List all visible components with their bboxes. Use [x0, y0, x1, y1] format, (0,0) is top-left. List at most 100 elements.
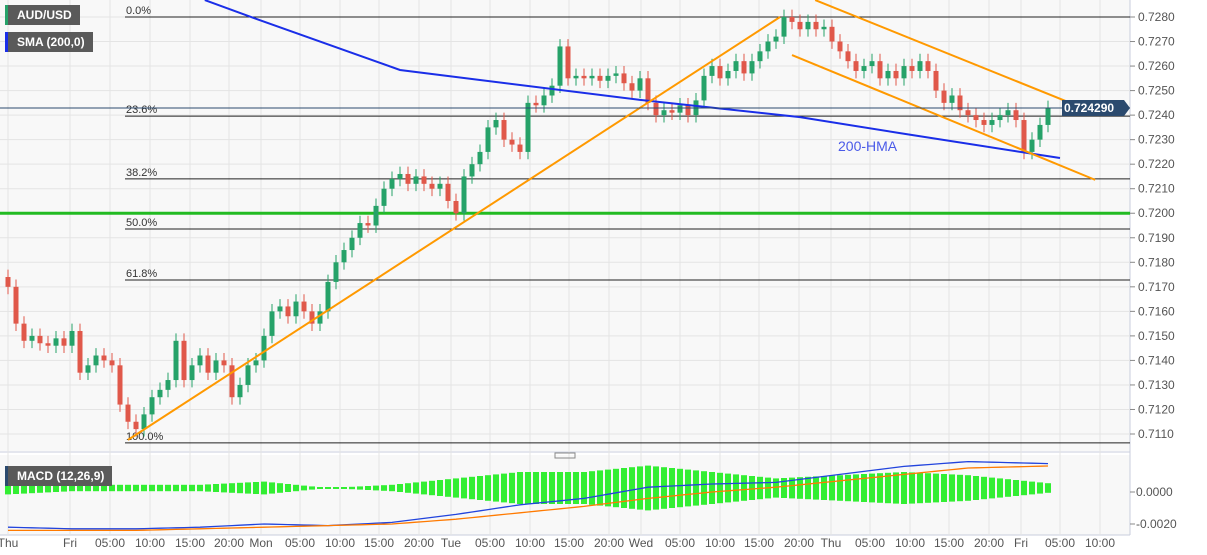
candle-up [29, 335, 35, 341]
macd-histogram-bar [717, 472, 723, 504]
time-tick-label: 20:00 [594, 536, 624, 550]
macd-histogram-bar [517, 472, 523, 504]
candle-up [1005, 110, 1011, 116]
macd-histogram-bar [333, 487, 339, 489]
candle-up [757, 51, 763, 62]
candle-up [1029, 139, 1035, 152]
fib-level-label: 0.0% [126, 5, 151, 17]
price-tick-label: 0.7260 [1138, 59, 1175, 73]
candle-up [69, 330, 75, 346]
macd-histogram-bar [237, 482, 243, 494]
macd-histogram-bar [189, 484, 195, 492]
candle-up [885, 70, 891, 79]
candle-down [1021, 120, 1027, 152]
candle-down [421, 176, 427, 184]
candle-up [709, 66, 715, 76]
candle-up [469, 164, 475, 177]
time-tick-label: 05:00 [475, 536, 505, 550]
candle-down [653, 102, 659, 116]
macd-histogram-bar [461, 477, 467, 499]
macd-histogram-bar [509, 472, 515, 504]
time-tick-label: Fri [1014, 536, 1028, 550]
macd-histogram-bar [925, 473, 931, 503]
candle-down [789, 17, 795, 22]
candle-down [125, 404, 131, 422]
macd-histogram-bar [613, 468, 619, 508]
macd-histogram-bar [477, 476, 483, 500]
macd-histogram-bar [989, 477, 995, 499]
macd-histogram-bar [693, 470, 699, 506]
macd-histogram-bar [845, 474, 851, 502]
macd-histogram-bar [101, 484, 107, 492]
candle-up [437, 183, 443, 189]
candle-up [477, 151, 483, 165]
candle-up [413, 176, 419, 184]
price-tick-label: 0.7200 [1138, 206, 1175, 220]
macd-indicator-label[interactable]: MACD (12,26,9) [5, 466, 113, 486]
sma-indicator-label[interactable]: SMA (200,0) [5, 32, 93, 52]
candle-up [917, 61, 923, 71]
candle-down [445, 183, 451, 201]
macd-histogram-bar [453, 478, 459, 498]
macd-histogram-bar [893, 472, 899, 504]
macd-histogram-bar [245, 482, 251, 494]
candle-up [821, 26, 827, 30]
time-tick-label: 10:00 [515, 536, 545, 550]
candle-up [245, 365, 251, 385]
candle-down [645, 78, 651, 103]
macd-histogram-bar [901, 472, 907, 504]
symbol-label[interactable]: AUD/USD [5, 5, 80, 25]
candle-down [429, 183, 435, 189]
candle-down [309, 311, 315, 324]
last-price-tag [1062, 100, 1130, 117]
macd-histogram-bar [269, 482, 275, 494]
macd-histogram-bar [173, 484, 179, 492]
candle-up [493, 120, 499, 128]
candle-down [597, 75, 603, 81]
candle-up [989, 120, 995, 125]
candle-down [717, 66, 723, 79]
candle-down [117, 365, 123, 405]
macd-histogram-bar [869, 473, 875, 503]
macd-histogram-bar [117, 484, 123, 492]
fib-level-label: 61.8% [126, 268, 157, 280]
macd-histogram-bar [733, 474, 739, 502]
candle-up [341, 250, 347, 263]
macd-histogram-bar [981, 476, 987, 500]
macd-histogram-bar [797, 477, 803, 499]
macd-histogram-bar [677, 468, 683, 508]
macd-histogram-bar [949, 474, 955, 502]
candle-down [205, 355, 211, 373]
macd-histogram-bar [205, 484, 211, 492]
price-tick-label: 0.7170 [1138, 280, 1175, 294]
macd-histogram-bar [725, 473, 731, 503]
macd-histogram-bar [1045, 483, 1051, 493]
candle-down [837, 41, 843, 52]
candle-down [973, 115, 979, 121]
candle-down [669, 110, 675, 113]
candle-up [317, 311, 323, 324]
macd-histogram-bar [405, 483, 411, 493]
macd-histogram-bar [829, 475, 835, 501]
candle-down [965, 110, 971, 116]
candle-up [637, 78, 643, 91]
macd-histogram-bar [781, 478, 787, 498]
candle-up [325, 281, 331, 312]
macd-histogram-bar [253, 482, 259, 494]
candle-down [853, 61, 859, 71]
candle-up [373, 205, 379, 226]
macd-histogram-bar [357, 486, 363, 490]
macd-histogram-bar [381, 485, 387, 491]
time-tick-label: 10:00 [705, 536, 735, 550]
candle-up [701, 75, 707, 101]
macd-histogram-bar [29, 482, 35, 494]
macd-histogram-bar [485, 475, 491, 501]
macd-histogram-bar [813, 476, 819, 500]
candle-up [997, 115, 1003, 121]
macd-histogram-bar [69, 484, 75, 492]
macd-histogram-bar [917, 472, 923, 504]
time-tick-label: 15:00 [175, 536, 205, 550]
candle-down [365, 223, 371, 226]
candle-down [909, 66, 915, 71]
